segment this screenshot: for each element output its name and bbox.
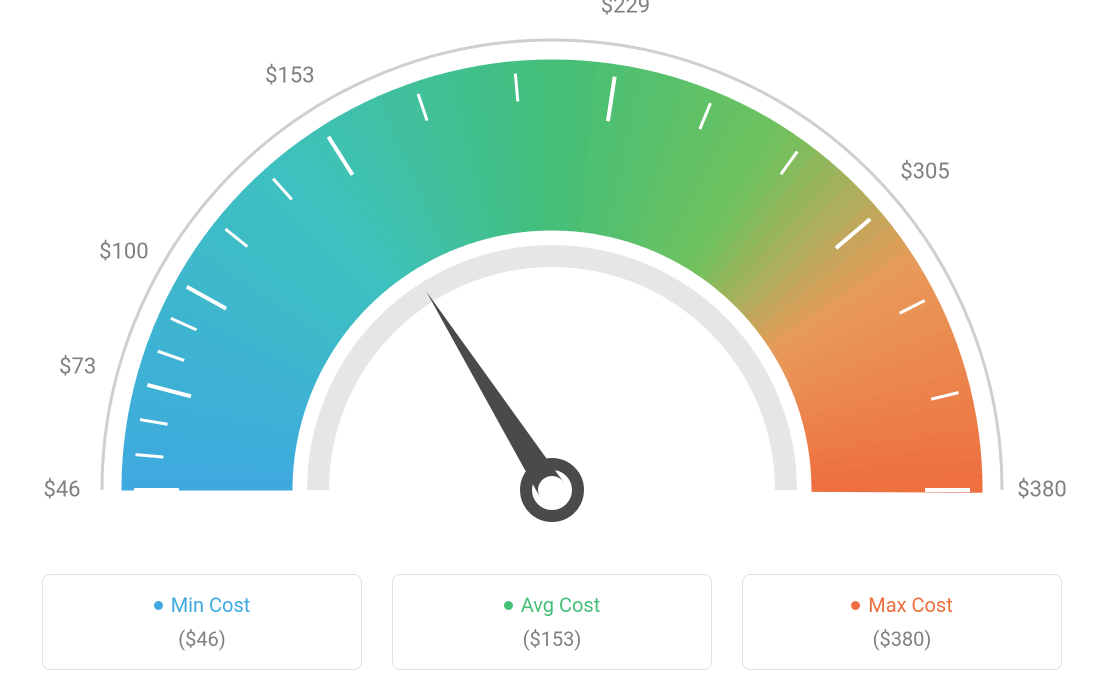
legend-max-title: Max Cost <box>851 593 953 617</box>
legend-avg-value: ($153) <box>413 627 691 651</box>
gauge-tick-label: $229 <box>601 0 650 18</box>
gauge-tick-label: $380 <box>1017 478 1066 503</box>
legend-avg-label: Avg Cost <box>521 593 601 617</box>
legend-min-label: Min Cost <box>171 593 251 617</box>
gauge-tick-label: $153 <box>265 63 314 88</box>
gauge-tick-label: $46 <box>43 478 80 503</box>
legend-min-value: ($46) <box>63 627 341 651</box>
legend: Min Cost ($46) Avg Cost ($153) Max Cost … <box>0 574 1104 670</box>
legend-avg-dot <box>504 601 513 610</box>
legend-max-dot <box>851 601 860 610</box>
legend-max-label: Max Cost <box>868 593 953 617</box>
legend-min-dot <box>154 601 163 610</box>
legend-min-title: Min Cost <box>154 593 251 617</box>
legend-avg: Avg Cost ($153) <box>392 574 712 670</box>
legend-max: Max Cost ($380) <box>742 574 1062 670</box>
gauge-tick-label: $100 <box>99 239 148 264</box>
legend-min: Min Cost ($46) <box>42 574 362 670</box>
gauge-tick-label: $73 <box>59 354 96 379</box>
gauge-tick-label: $305 <box>900 160 949 185</box>
legend-avg-title: Avg Cost <box>504 593 601 617</box>
cost-gauge: $46 $73 $100 $153 $229 $305 $380 <box>0 0 1104 560</box>
gauge-svg <box>0 0 1104 560</box>
legend-max-value: ($380) <box>763 627 1041 651</box>
